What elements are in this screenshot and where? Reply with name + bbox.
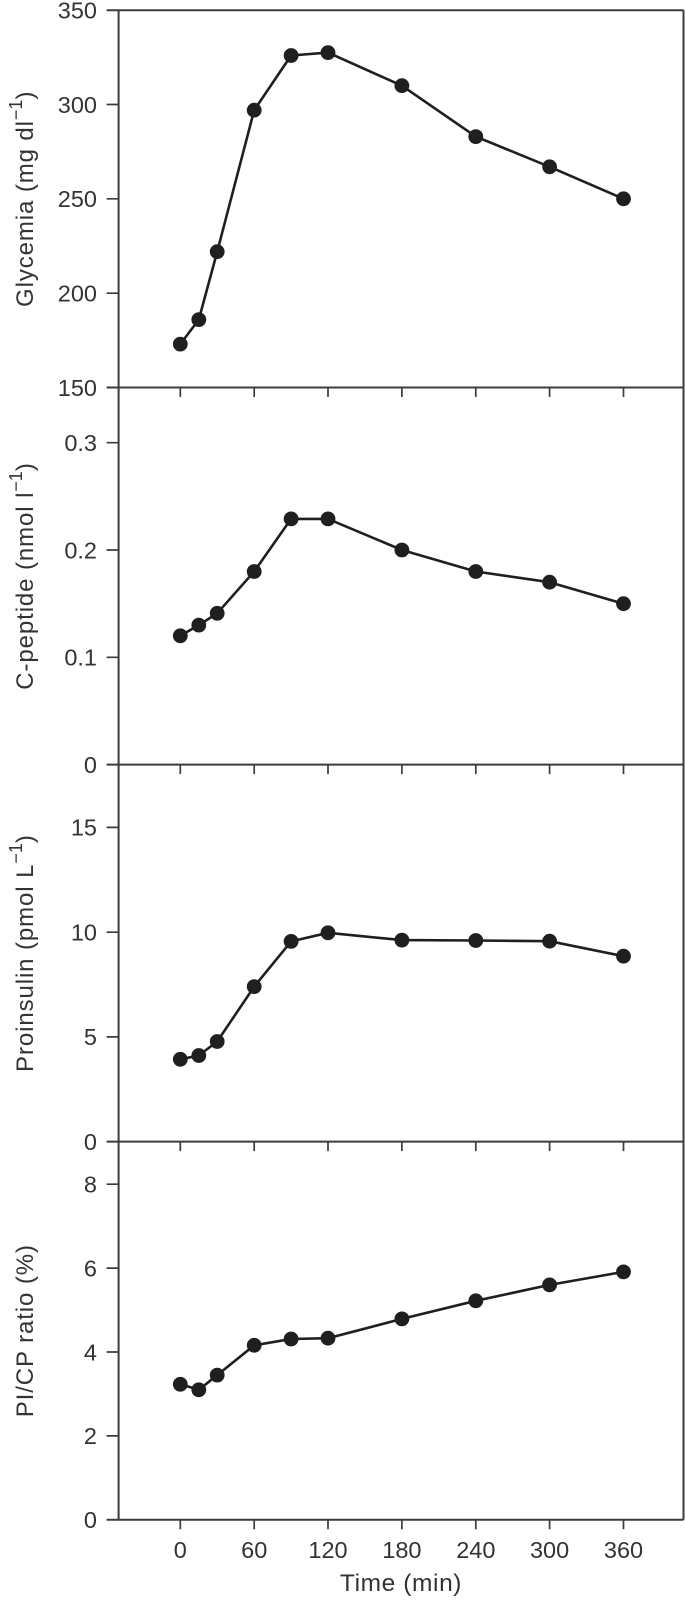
svg-text:0: 0 [84,1507,97,1533]
svg-text:0: 0 [84,1129,97,1155]
svg-text:6: 6 [84,1255,97,1281]
svg-text:5: 5 [84,1024,97,1050]
svg-text:360: 360 [604,1537,643,1563]
svg-text:Time (min): Time (min) [340,1570,462,1597]
svg-text:350: 350 [58,0,97,24]
svg-text:Glycemia (mg dl−1): Glycemia (mg dl−1) [6,91,39,307]
svg-text:300: 300 [58,92,97,118]
svg-text:300: 300 [530,1537,569,1563]
svg-text:150: 150 [58,375,97,401]
svg-text:180: 180 [382,1537,421,1563]
svg-text:240: 240 [456,1537,495,1563]
svg-text:200: 200 [58,281,97,307]
svg-text:2: 2 [84,1423,97,1449]
svg-text:C-peptide (nmol l−1): C-peptide (nmol l−1) [6,462,39,689]
svg-text:15: 15 [71,815,97,841]
svg-text:Proinsulin (pmol L−1): Proinsulin (pmol L−1) [6,834,39,1072]
svg-text:250: 250 [58,186,97,212]
svg-text:120: 120 [308,1537,347,1563]
svg-text:0: 0 [174,1537,187,1563]
svg-text:60: 60 [241,1537,267,1563]
svg-text:PI/CP ratio (%): PI/CP ratio (%) [12,1244,39,1417]
svg-text:8: 8 [84,1172,97,1198]
svg-text:0.1: 0.1 [64,645,97,671]
svg-text:0.2: 0.2 [64,537,97,563]
svg-text:4: 4 [84,1339,97,1365]
svg-text:0.3: 0.3 [64,430,97,456]
svg-text:0: 0 [84,752,97,778]
svg-text:10: 10 [71,920,97,946]
